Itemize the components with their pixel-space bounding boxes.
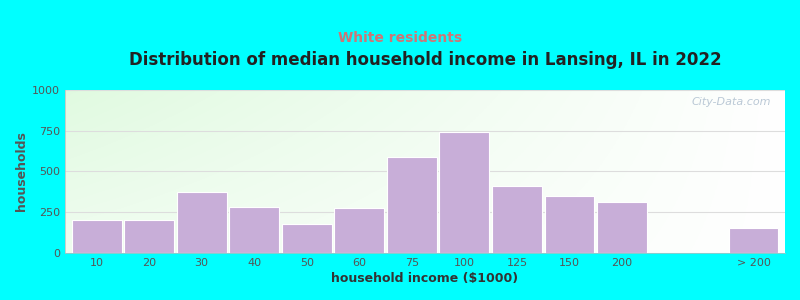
Bar xyxy=(597,202,647,253)
Text: White residents: White residents xyxy=(338,32,462,46)
Bar xyxy=(124,220,174,253)
Bar xyxy=(387,157,437,253)
Bar xyxy=(230,207,279,253)
Title: Distribution of median household income in Lansing, IL in 2022: Distribution of median household income … xyxy=(129,51,722,69)
Text: City-Data.com: City-Data.com xyxy=(691,97,770,106)
Bar xyxy=(439,132,490,253)
Bar xyxy=(545,196,594,253)
Y-axis label: households: households xyxy=(15,131,28,212)
X-axis label: household income ($1000): household income ($1000) xyxy=(331,272,518,285)
Bar xyxy=(334,208,384,253)
Bar xyxy=(729,228,778,253)
Bar xyxy=(177,192,226,253)
Bar xyxy=(492,186,542,253)
Bar xyxy=(71,220,122,253)
Bar xyxy=(282,224,332,253)
